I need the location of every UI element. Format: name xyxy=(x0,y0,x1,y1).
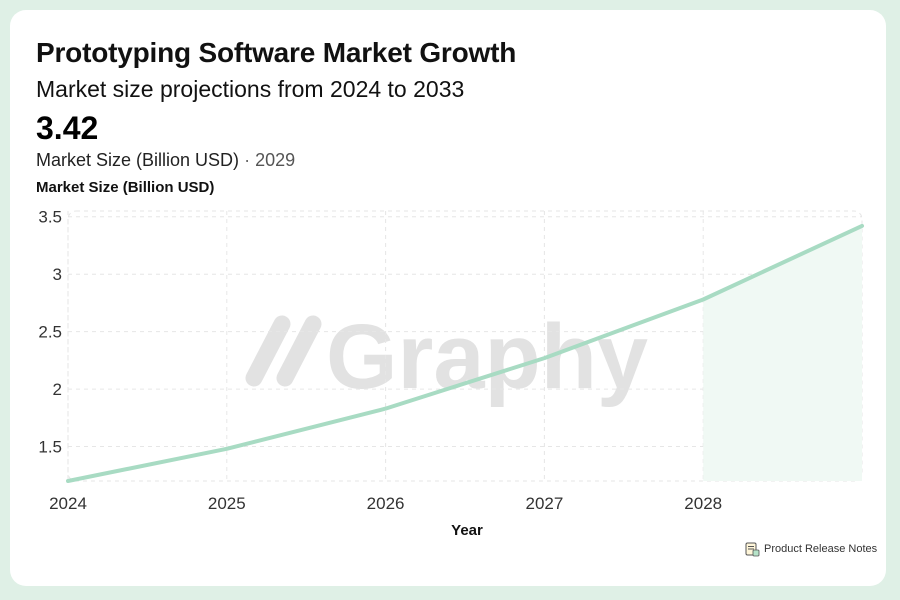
y-axis-label: Market Size (Billion USD) xyxy=(36,179,215,196)
x-tick-label: 2025 xyxy=(208,494,246,513)
x-axis-label: Year xyxy=(451,522,483,539)
series-layer xyxy=(66,223,864,483)
y-tick-label: 2 xyxy=(53,380,62,399)
y-axis-ticks: 1.5 2 2.5 3 3.5 xyxy=(38,208,62,457)
x-tick-label: 2024 xyxy=(49,494,87,513)
area-fill xyxy=(703,225,862,481)
graphy-logo-icon xyxy=(245,315,322,387)
graphy-watermark: Graphy xyxy=(245,306,648,408)
kpi-year: 2029 xyxy=(255,150,296,170)
y-tick-label: 3.5 xyxy=(38,208,62,227)
y-tick-label: 2.5 xyxy=(38,323,62,342)
kpi-caption: Market Size (Billion USD) · 2029 xyxy=(36,150,295,171)
series-line xyxy=(66,223,864,483)
kpi-label: Market Size (Billion USD) xyxy=(36,150,240,170)
x-tick-label: 2028 xyxy=(684,494,722,513)
brand-name: Product Release Notes xyxy=(764,543,878,555)
chart-subtitle: Market size projections from 2024 to 203… xyxy=(36,76,465,102)
chart-title: Prototyping Software Market Growth xyxy=(36,37,517,68)
document-icon xyxy=(745,542,760,557)
y-tick-label: 3 xyxy=(53,265,62,284)
watermark-text: Graphy xyxy=(326,306,648,408)
brand-footer[interactable]: Product Release Notes xyxy=(744,541,877,557)
x-tick-label: 2027 xyxy=(525,494,563,513)
x-axis-ticks: 2024 2025 2026 2027 2028 xyxy=(49,494,722,513)
kpi-separator: · xyxy=(244,150,251,170)
kpi-value: 3.42 xyxy=(36,110,99,146)
x-tick-label: 2026 xyxy=(367,494,405,513)
area-layer xyxy=(703,225,862,481)
y-tick-label: 1.5 xyxy=(38,438,62,457)
